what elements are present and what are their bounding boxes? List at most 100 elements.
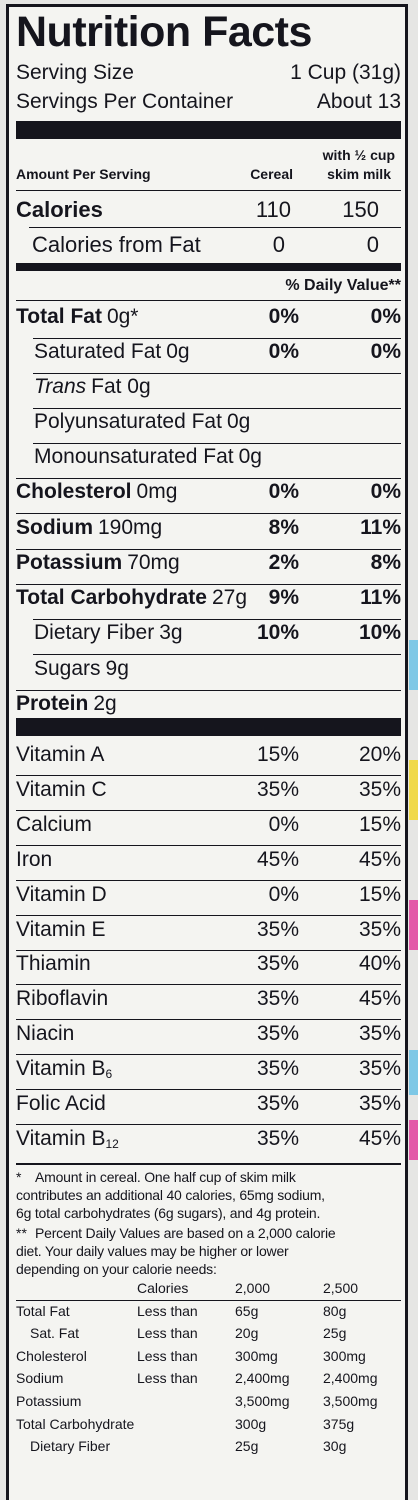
- vitamin-dv-cereal: 15%: [256, 743, 299, 766]
- divider: [16, 549, 401, 550]
- divider: [16, 300, 401, 301]
- servings-row: Servings Per Container About 13: [16, 90, 401, 114]
- dv-table-cell: Total Carbohydrate: [16, 1415, 135, 1432]
- nutrient-row: Saturated Fat 0g 0% 0%: [16, 340, 401, 364]
- nutrient-name: Protein: [16, 692, 89, 715]
- vitamin-row: Vitamin E 35% 35%: [16, 918, 401, 942]
- nutrient-row: Dietary Fiber 3g 10% 10%: [16, 621, 401, 645]
- vitamin-dv-cereal: 35%: [256, 1092, 299, 1115]
- side-strip: [409, 900, 418, 950]
- nutrient-name: Sodium: [16, 516, 93, 539]
- label-title: Nutrition Facts: [16, 8, 312, 56]
- nutrient-dv-cereal: 8%: [268, 516, 299, 539]
- divider: [29, 227, 401, 228]
- vitamin-name: Vitamin D: [16, 882, 107, 906]
- vitamin-row: Riboflavin 35% 45%: [16, 987, 401, 1011]
- vitamin-dv-milk: 35%: [358, 917, 401, 941]
- nutrient-name: Trans: [34, 375, 87, 398]
- dv-table-header-cell: Calories: [137, 1280, 189, 1296]
- divider: [16, 478, 401, 479]
- dv-table-cell: 2,400mg: [235, 1370, 290, 1387]
- nutrient-row: Sugars 9g: [16, 657, 401, 681]
- calories-milk: 150: [342, 197, 379, 222]
- vitamin-dv-milk: 35%: [358, 1022, 401, 1046]
- nutrient-name: Saturated Fat: [34, 340, 162, 363]
- vitamin-name: Vitamin B: [16, 1126, 106, 1150]
- thick-divider: [16, 718, 401, 736]
- vitamin-dv-milk: 20%: [358, 743, 401, 766]
- divider: [16, 949, 401, 951]
- nutrient-amount: 70mg: [127, 551, 180, 574]
- dv-table-cell: Dietary Fiber: [30, 1438, 111, 1455]
- vitamin-row: Thiamin 35% 40%: [16, 952, 401, 976]
- nutrient-amount: 0g: [226, 410, 251, 433]
- column-header-cereal: Cereal: [250, 166, 293, 182]
- dv-table-cell: 80g: [323, 1302, 347, 1319]
- nutrient-amount: 2g: [93, 692, 117, 715]
- divider: [16, 844, 401, 846]
- vitamin-dv-milk: 15%: [358, 812, 401, 836]
- dv-table-cell: Less than: [137, 1302, 198, 1319]
- vitamin-dv-cereal: 35%: [256, 952, 299, 976]
- vitamin-dv-cereal: 45%: [256, 847, 299, 871]
- side-strip: [409, 640, 418, 690]
- vitamin-dv-milk: 45%: [358, 987, 401, 1011]
- divider: [16, 1300, 401, 1301]
- divider: [16, 190, 401, 191]
- divider: [16, 775, 401, 776]
- calories-from-fat-row: Calories from Fat 0 0: [16, 232, 401, 258]
- divider: [16, 1163, 401, 1165]
- calories-cereal: 110: [255, 197, 291, 222]
- medium-divider: [16, 263, 401, 271]
- nutrient-row: Protein 2g: [16, 692, 401, 716]
- nutrient-amount: 0g: [238, 445, 262, 468]
- nutrient-dv-milk: 11%: [360, 586, 401, 609]
- dv-table-header-cell: 2,500: [323, 1280, 359, 1296]
- dv-table-cell: Cholesterol: [16, 1347, 87, 1364]
- footnote-daily-value-line: Percent Daily Values are based on a 2,00…: [35, 1225, 336, 1241]
- nutrient-dv-cereal: 9%: [268, 586, 299, 609]
- dv-table-cell: Less than: [137, 1370, 198, 1387]
- thick-divider: [16, 121, 401, 139]
- vitamin-row: Vitamin C 35% 35%: [16, 778, 401, 802]
- divider: [16, 984, 401, 986]
- footnote-amount-line: 6g total carbohydrates (6g sugars), and …: [16, 1205, 321, 1221]
- vitamin-dv-cereal: 35%: [256, 777, 299, 801]
- side-strip: [409, 1120, 418, 1160]
- dv-table-cell: 30g: [323, 1438, 347, 1455]
- dv-table-cell: 3,500mg: [323, 1393, 378, 1409]
- divider: [33, 619, 401, 620]
- vitamin-name: Niacin: [16, 1022, 75, 1046]
- dv-table-cell: Sat. Fat: [30, 1325, 80, 1342]
- divider: [33, 408, 401, 409]
- nutrient-dv-cereal: 10%: [256, 621, 299, 644]
- serving-size-row: Serving Size 1 Cup (31g): [16, 61, 401, 85]
- vitamin-name: Vitamin E: [16, 917, 106, 941]
- nutrient-row: Monounsaturated Fat 0g: [16, 445, 401, 469]
- dv-table-cell: 300g: [235, 1415, 267, 1432]
- divider: [33, 654, 401, 655]
- vitamin-name: Vitamin C: [16, 777, 107, 801]
- nutrient-row: Sodium 190mg 8% 11%: [16, 516, 401, 540]
- vitamin-name: Vitamin A: [16, 743, 105, 766]
- vitamin-name: Thiamin: [16, 952, 91, 976]
- divider: [16, 914, 401, 916]
- dv-table-cell: 2,400mg: [323, 1370, 378, 1387]
- nutrient-name: Polyunsaturated Fat: [34, 410, 222, 433]
- vitamin-row: Vitamin B6 35% 35%: [16, 1057, 401, 1086]
- vitamin-dv-milk: 45%: [358, 847, 401, 871]
- vitamin-name: Iron: [16, 847, 53, 871]
- nutrient-row: Total Carbohydrate 27g 9% 11%: [16, 586, 401, 610]
- divider: [33, 338, 401, 339]
- calories-from-fat-cereal: 0: [272, 232, 285, 257]
- vitamin-dv-milk: 40%: [358, 952, 401, 976]
- divider: [33, 373, 401, 374]
- vitamin-name: Calcium: [16, 812, 92, 836]
- vitamin-subscript: 6: [105, 1067, 113, 1082]
- vitamin-dv-cereal: 35%: [256, 1022, 299, 1046]
- nutrient-amount: Fat 0g: [91, 375, 151, 398]
- nutrient-amount: 190mg: [98, 516, 163, 539]
- nutrient-name: Potassium: [16, 551, 123, 574]
- nutrient-dv-milk: 0%: [370, 340, 401, 363]
- divider: [16, 1089, 401, 1091]
